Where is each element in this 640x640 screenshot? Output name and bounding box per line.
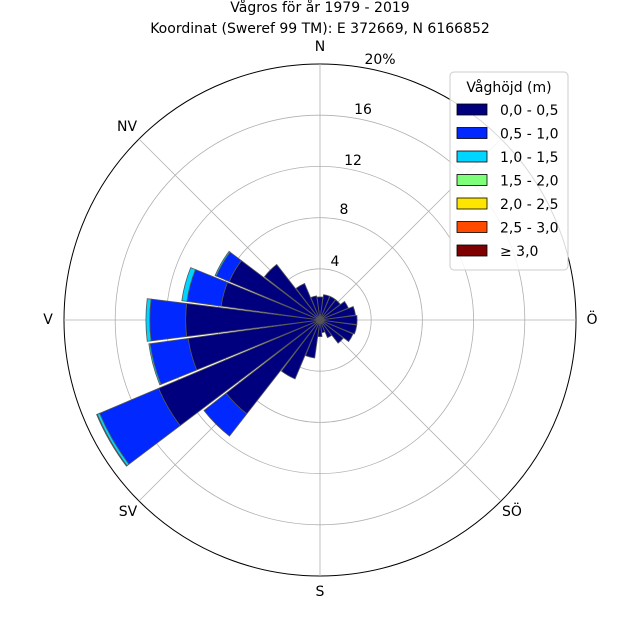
rose-bar-120-series-0 (319, 319, 354, 343)
direction-label-e: Ö (586, 310, 597, 328)
legend-swatch-5 (456, 221, 488, 233)
legend-box (449, 71, 569, 271)
direction-label-nw: NV (117, 119, 137, 135)
rose-bar-135-series-0 (319, 319, 344, 344)
legend: Våghöjd (m) 0,0 - 0,5 0,5 - 1,0 1,0 - 1,5 1… (449, 71, 569, 271)
direction-label-sw: SV (119, 504, 138, 520)
rose-bar-270-series-1 (149, 298, 188, 342)
legend-swatch-3 (456, 174, 488, 186)
legend-label-5: 2,5 - 3,0 (500, 221, 558, 237)
rose-bar-90-series-0 (319, 314, 358, 326)
legend-swatch-4 (456, 197, 488, 210)
rose-bar-75-series-0 (319, 306, 356, 321)
legend-label-4: 2,0 - 2,5 (500, 197, 558, 213)
rose-bar-240-series-3 (96, 413, 128, 467)
legend-title: Våghöjd (m) (466, 79, 551, 96)
rose-bar-150-series-0 (319, 319, 333, 339)
legend-swatch-1 (456, 127, 488, 139)
legend-swatch-0 (456, 103, 488, 116)
rose-bar-315-series-0 (263, 263, 321, 321)
direction-label-n: N (315, 39, 325, 55)
radial-tick-4: 4 (331, 254, 340, 270)
legend-label-0: 0,0 - 0,5 (500, 103, 558, 119)
rose-bar-345-series-0 (310, 295, 321, 321)
legend-swatch-2 (456, 150, 488, 163)
chart-subtitle: Koordinat (Sweref 99 TM): E 372669, N 61… (150, 21, 490, 37)
legend-swatch-6 (456, 244, 488, 257)
radial-tick-16: 16 (354, 102, 372, 118)
rose-bar-300-series-2 (214, 250, 231, 277)
rose-bar-270-series-2 (145, 298, 152, 342)
rose-bar-45-series-0 (319, 299, 341, 321)
direction-label-s: S (316, 584, 325, 600)
rose-bars (96, 250, 358, 467)
radial-tick-12: 12 (344, 153, 362, 169)
legend-label-1: 0,5 - 1,0 (500, 127, 558, 143)
direction-label-w: V (43, 312, 53, 328)
legend-items: 0,0 - 0,5 0,5 - 1,0 1,0 - 1,5 1,5 - 2,0 2,0 … (456, 103, 558, 260)
rose-bar-330-series-0 (295, 282, 321, 321)
axis-labels: N Ö S V NV SÖ SV 4 8 12 16 20% (43, 39, 597, 600)
radial-tick-8: 8 (340, 202, 349, 218)
rose-bar-30-series-0 (319, 295, 336, 321)
grid-spoke (319, 319, 502, 502)
rose-bar-255-series-2 (148, 343, 162, 386)
rose-bar-60-series-0 (319, 300, 349, 321)
legend-label-3: 1,5 - 2,0 (500, 174, 558, 190)
chart-title: Vågros för år 1979 - 2019 (230, 0, 409, 16)
legend-label-2: 1,0 - 1,5 (500, 150, 558, 166)
rose-bar-285-series-2 (181, 267, 196, 302)
rose-bar-210-series-0 (280, 319, 321, 380)
radial-tick-20: 20% (364, 52, 395, 68)
rose-bar-225-series-1 (203, 392, 248, 437)
legend-label-6: ≥ 3,0 (500, 244, 538, 260)
direction-label-se: SÖ (502, 502, 522, 520)
